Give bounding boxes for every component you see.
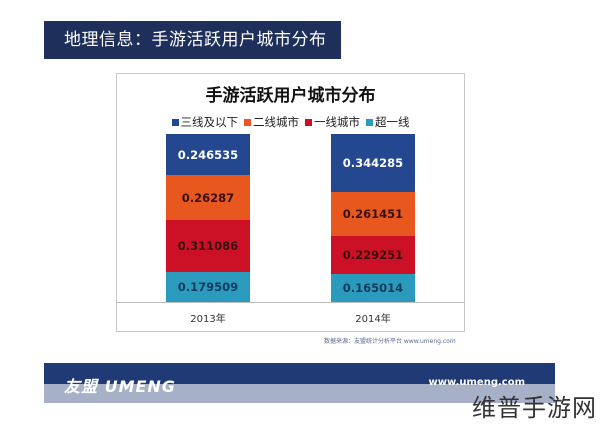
bar-segment: 0.179509: [166, 271, 250, 302]
legend-item: 二线城市: [244, 114, 299, 130]
legend-label: 一线城市: [314, 115, 360, 129]
bar-segment: 0.311086: [166, 219, 250, 272]
data-source: 数据来源：友盟统计分析平台 www.umeng.com: [324, 338, 456, 345]
legend-item: 超一线: [366, 114, 410, 130]
x-axis: [117, 302, 465, 303]
legend-item: 一线城市: [305, 114, 360, 130]
legend-label: 超一线: [375, 115, 410, 129]
legend-swatch-icon: [244, 118, 251, 126]
legend-label: 三线及以下: [180, 115, 239, 129]
watermark: 维普手游网: [472, 394, 597, 422]
bar-segment: 0.26287: [166, 175, 250, 220]
chart-frame: 手游活跃用户城市分布 三线及以下 二线城市 一线城市 超一线 0.179509 0.31…: [116, 73, 465, 332]
bar-2013: 0.179509 0.311086 0.26287 0.246535: [166, 134, 250, 302]
x-label-2013: 2013年: [190, 314, 226, 325]
legend-label: 二线城市: [253, 115, 299, 129]
bar-2014: 0.165014 0.229251 0.261451 0.344285: [331, 134, 415, 302]
bar-segment: 0.229251: [331, 235, 415, 275]
legend-swatch-icon: [366, 118, 373, 126]
x-label-2014: 2014年: [355, 314, 391, 325]
chart-title: 手游活跃用户城市分布: [205, 86, 376, 106]
bar-segment: 0.165014: [331, 274, 415, 302]
bar-segment: 0.344285: [331, 134, 415, 192]
chart-legend: 三线及以下 二线城市 一线城市 超一线: [117, 114, 464, 130]
umeng-logo: 友盟 UMENG: [64, 377, 176, 396]
legend-swatch-icon: [305, 118, 312, 126]
footer-url: www.umeng.com: [428, 377, 526, 388]
legend-item: 三线及以下: [171, 114, 239, 130]
slide-title: 地理信息：手游活跃用户城市分布: [44, 21, 341, 59]
legend-swatch-icon: [171, 118, 179, 126]
footer-banner: 友盟 UMENG www.umeng.com: [44, 363, 555, 403]
bar-segment: 0.246535: [166, 134, 250, 176]
bar-segment: 0.261451: [331, 191, 415, 236]
